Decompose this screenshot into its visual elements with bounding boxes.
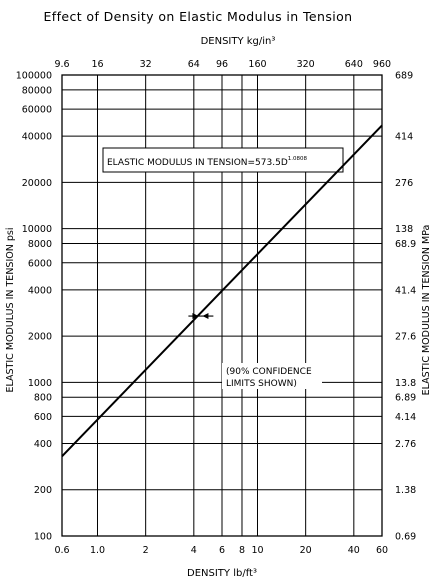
y-tick-label: 800	[34, 393, 52, 404]
x-tick-label: 60	[376, 545, 388, 556]
tick-labels: 0.6 1.0 2 4 6 8 10 20 40 60 9.6 16 32 64 96 160 320 640 96…	[16, 59, 416, 556]
y-tick-label: 8000	[28, 239, 52, 250]
y-tick-label: 10000	[22, 224, 52, 235]
x-axis-top-label: DENSITY kg/in³	[201, 36, 276, 47]
x-top-tick-label: 9.6	[54, 59, 69, 70]
x-tick-label: 40	[348, 545, 360, 556]
x-top-tick-label: 160	[248, 59, 266, 70]
x-top-tick-label: 320	[297, 59, 315, 70]
x-top-tick-label: 16	[91, 59, 103, 70]
x-top-tick-label: 64	[188, 59, 200, 70]
x-tick-label: 20	[300, 545, 312, 556]
equation-box	[102, 147, 344, 173]
confidence-arrow-left	[192, 313, 199, 320]
y-tick-label: 200	[34, 485, 52, 496]
equation-label: ELASTIC MODULUS IN TENSION=573.5D1.0808	[107, 156, 308, 168]
x-top-tick-label: 96	[216, 59, 228, 70]
y-right-tick-label: 41.4	[395, 285, 416, 296]
x-tick-label: 0.6	[54, 545, 69, 556]
y-axis-right-label: ELASTIC MODULUS IN TENSION MPa	[421, 225, 432, 396]
y-right-tick-label: 689	[395, 71, 413, 82]
y-tick-label: 80000	[22, 85, 52, 96]
y-tick-label: 600	[34, 412, 52, 423]
y-right-tick-label: 2.76	[395, 439, 416, 450]
confidence-limit-marker	[188, 313, 214, 320]
confidence-note-box	[222, 363, 322, 389]
y-right-tick-label: 276	[395, 178, 413, 189]
y-right-tick-label: 138	[395, 224, 413, 235]
series-line	[61, 124, 383, 457]
confidence-arrow-right	[202, 313, 209, 320]
y-right-tick-label: 0.69	[395, 532, 416, 543]
y-right-tick-label: 13.8	[395, 378, 416, 389]
x-tick-label: 8	[239, 545, 245, 556]
y-right-tick-label: 68.9	[395, 239, 416, 250]
y-tick-label: 2000	[28, 332, 52, 343]
x-axis-bottom-label: DENSITY lb/ft³	[187, 568, 257, 579]
y-tick-label: 20000	[22, 178, 52, 189]
y-tick-label: 100000	[16, 71, 52, 82]
y-right-tick-label: 1.38	[395, 485, 416, 496]
y-tick-label: 100	[34, 532, 52, 543]
y-right-tick-label: 4.14	[395, 412, 416, 423]
chart-title: Effect of Density on Elastic Modulus in …	[44, 9, 353, 24]
series-layer	[61, 124, 383, 457]
y-tick-label: 4000	[28, 285, 52, 296]
y-tick-label: 40000	[22, 132, 52, 143]
x-top-tick-label: 960	[373, 59, 391, 70]
x-tick-label: 6	[219, 545, 225, 556]
equation-exponent: 1.0808	[288, 156, 308, 162]
y-right-tick-label: 6.89	[395, 393, 416, 404]
grid	[61, 74, 383, 537]
plot-frame	[61, 74, 383, 537]
y-right-tick-label: 27.6	[395, 332, 416, 343]
x-tick-label: 2	[143, 545, 149, 556]
x-tick-label: 10	[251, 545, 263, 556]
x-top-tick-label: 640	[345, 59, 363, 70]
y-right-tick-label: 414	[395, 132, 413, 143]
y-tick-label: 60000	[22, 105, 52, 116]
y-tick-label: 1000	[28, 378, 52, 389]
x-tick-label: 1.0	[90, 545, 105, 556]
equation-text: ELASTIC MODULUS IN TENSION=573.5D	[107, 158, 288, 168]
y-tick-label: 6000	[28, 258, 52, 269]
y-tick-label: 400	[34, 439, 52, 450]
y-axis-left-label: ELASTIC MODULUS IN TENSION psi	[5, 228, 16, 393]
x-top-tick-label: 32	[140, 59, 152, 70]
confidence-note-line2: LIMITS SHOWN)	[226, 379, 297, 389]
x-tick-label: 4	[191, 545, 197, 556]
confidence-note-line1: (90% CONFIDENCE	[226, 367, 312, 377]
